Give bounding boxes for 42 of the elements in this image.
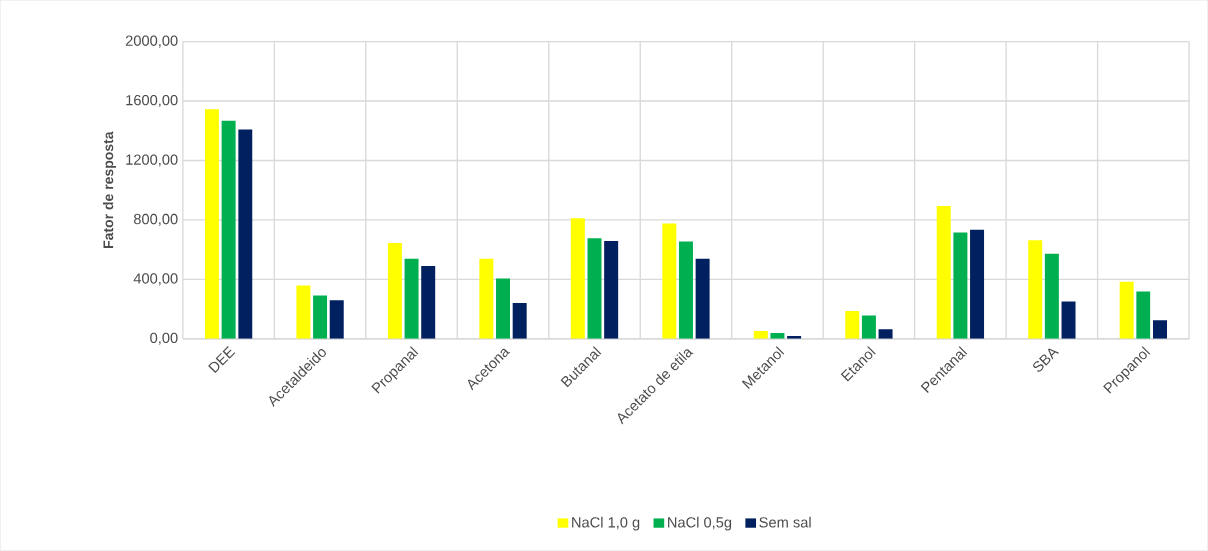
legend-label: NaCl 0,5g [668,516,732,531]
bar [1044,253,1059,339]
bar [970,229,985,339]
bar [753,331,768,339]
bar [1153,320,1167,339]
y-axis-title: Fator de resposta [102,131,117,248]
bar [421,265,436,339]
legend-label: Sem sal [759,516,811,528]
y-tick-label: 800,00 [133,213,178,226]
bar [1061,301,1076,339]
bar [695,258,710,339]
bar [587,238,602,339]
bar [678,241,693,339]
bar [479,258,494,339]
bar [878,329,893,339]
bar [662,223,677,339]
bar [204,109,219,339]
bar [238,129,253,339]
bar [936,206,951,339]
bar [1119,281,1134,339]
legend-label: NaCl 1,0 g [572,516,640,531]
bar [329,300,344,339]
bar [496,278,511,339]
y-tick-label: 1200,00 [126,154,178,167]
bar [604,241,619,339]
bar [512,302,527,339]
bar [313,295,328,339]
bar [404,258,419,339]
bar [953,232,968,339]
bar [570,218,585,339]
bar [1028,240,1043,339]
bar [1136,291,1151,339]
bar [296,285,311,339]
y-tick-label: 2000,00 [125,35,178,48]
bar [387,242,402,339]
bar [845,311,860,339]
y-tick-label: 1600,00 [126,95,178,108]
y-tick-label: 0,00 [150,332,178,345]
x-tick-label: SBA [1033,348,1060,372]
y-tick-label: 400,00 [133,273,178,286]
bar [221,120,236,339]
bar [861,315,876,339]
